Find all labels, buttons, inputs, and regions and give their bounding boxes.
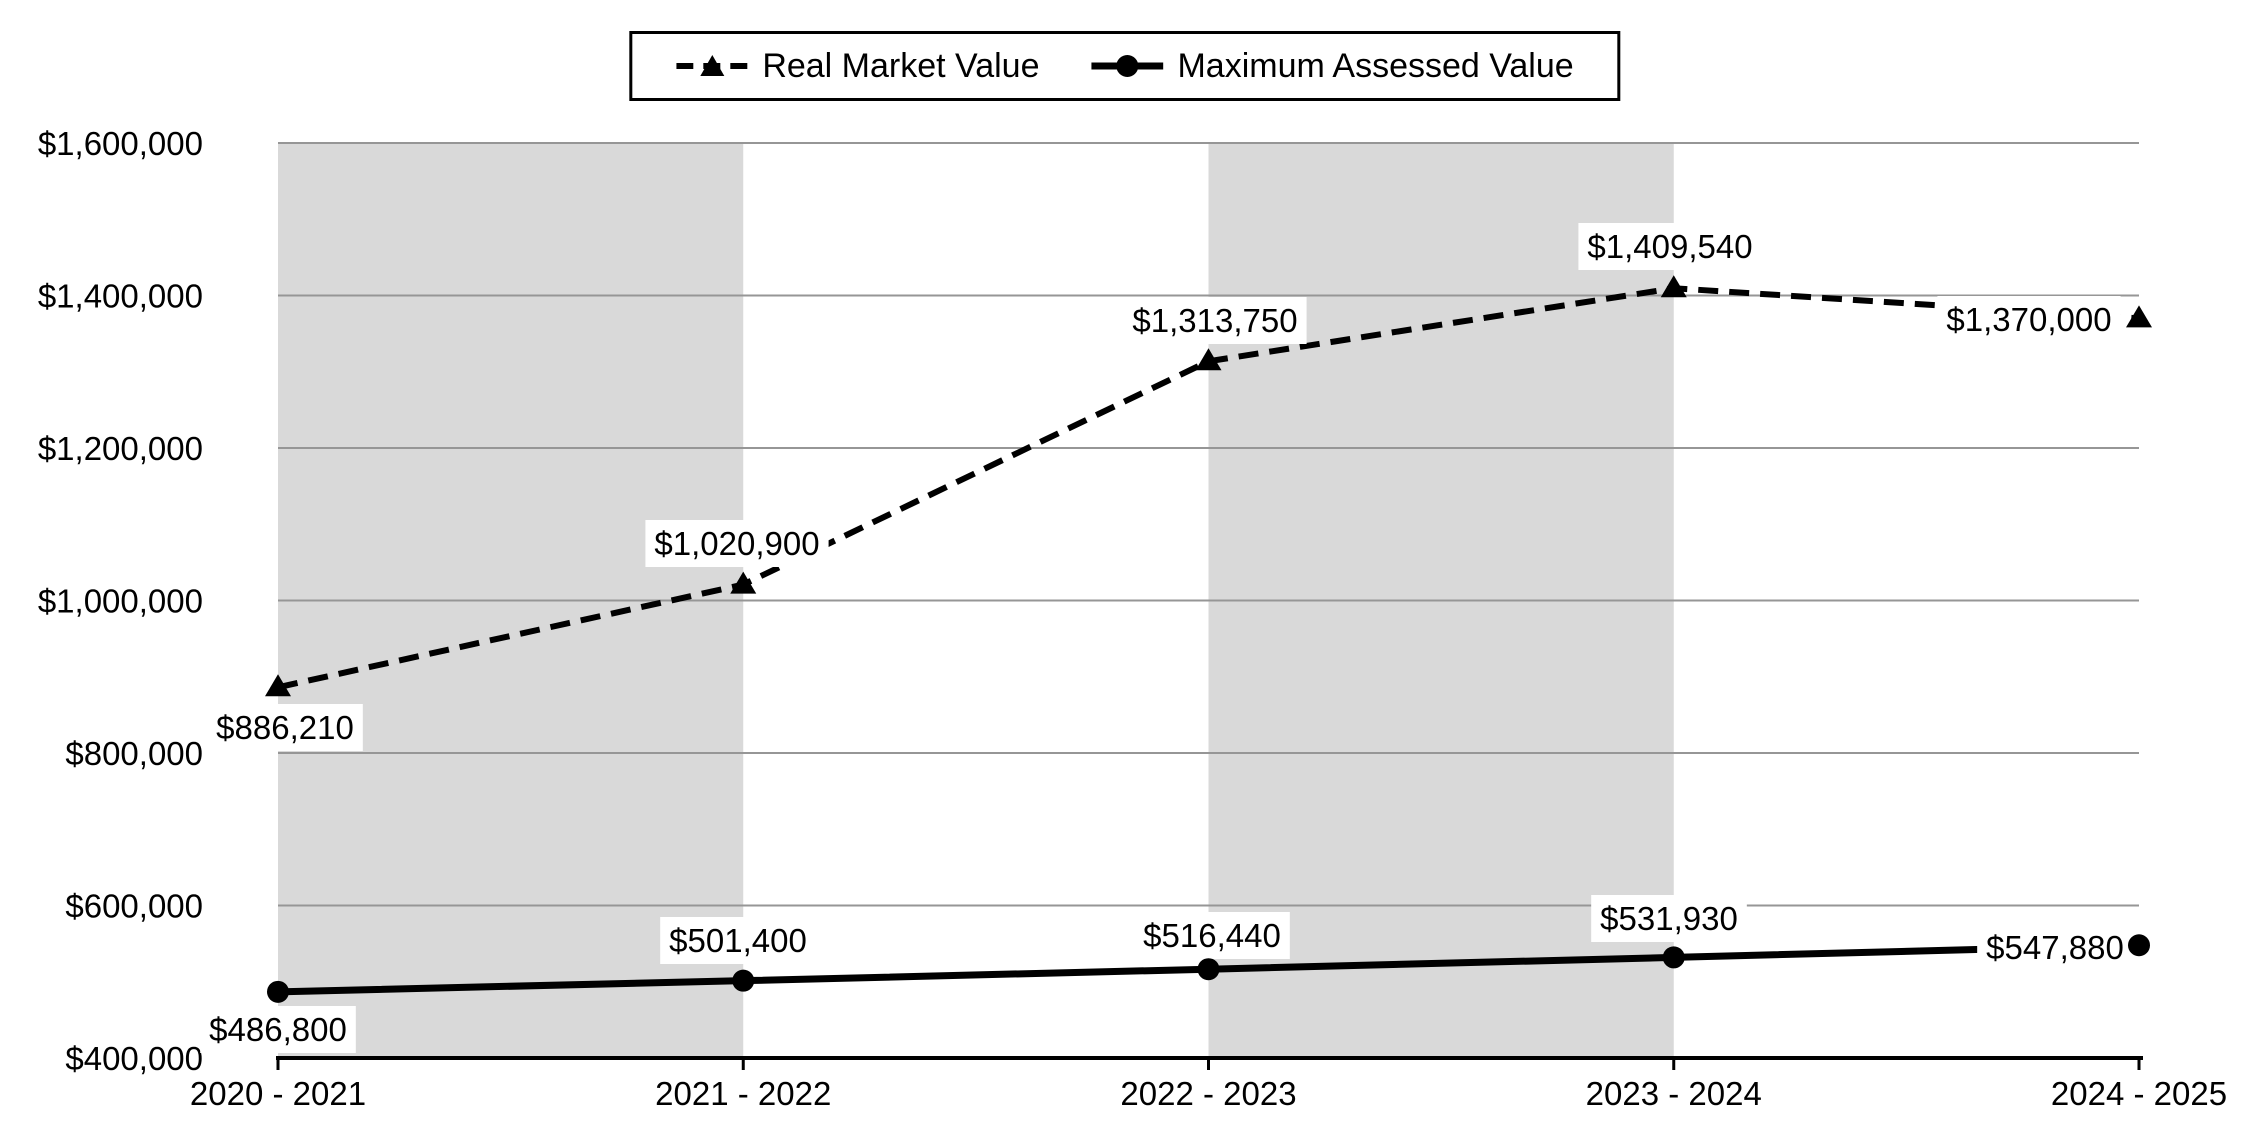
data-label-background xyxy=(207,704,363,751)
y-axis-label: $600,000 xyxy=(65,888,203,925)
data-label: $1,313,750 xyxy=(1132,302,1297,339)
circle-marker xyxy=(732,969,755,992)
legend-item-real-market-value: Real Market Value xyxy=(676,49,1039,83)
data-label-background xyxy=(1134,912,1290,959)
dashed-line-triangle-marker-icon xyxy=(676,55,749,76)
data-label-background xyxy=(660,917,816,964)
y-axis-label: $1,000,000 xyxy=(38,583,203,620)
triangle-marker xyxy=(265,674,291,697)
data-label: $501,400 xyxy=(669,922,807,959)
data-label: $1,370,000 xyxy=(1946,301,2111,338)
data-label: $1,020,900 xyxy=(654,525,819,562)
data-label-background xyxy=(1937,296,2121,343)
data-label-background xyxy=(200,1006,356,1053)
data-label-background xyxy=(1123,297,1307,344)
triangle-marker xyxy=(2126,305,2152,328)
x-axis-label: 2022 - 2023 xyxy=(1120,1075,1296,1112)
y-axis-label: $400,000 xyxy=(65,1040,203,1077)
data-label-background xyxy=(1591,895,1747,942)
data-label: $486,800 xyxy=(209,1011,347,1048)
y-axis-label: $1,600,000 xyxy=(38,125,203,162)
y-axis-label: $1,200,000 xyxy=(38,430,203,467)
data-label-background xyxy=(645,520,829,567)
circle-marker xyxy=(267,980,289,1003)
legend: Real Market Value Maximum Assessed Value xyxy=(629,31,1621,101)
legend-label-real-market-value: Real Market Value xyxy=(762,47,1040,85)
circle-marker xyxy=(1662,946,1685,969)
y-axis-label: $800,000 xyxy=(65,735,203,772)
circle-marker xyxy=(2128,934,2150,957)
legend-item-maximum-assessed-value: Maximum Assessed Value xyxy=(1091,47,1574,85)
data-label: $516,440 xyxy=(1143,917,1281,954)
triangle-marker xyxy=(730,571,757,594)
solid-line-circle-marker-icon xyxy=(1091,55,1164,77)
triangle-marker xyxy=(1195,348,1222,371)
data-label: $886,210 xyxy=(216,709,354,746)
data-label: $531,930 xyxy=(1600,900,1738,937)
x-axis-label: 2020 - 2021 xyxy=(190,1075,366,1112)
data-label: $547,880 xyxy=(1986,929,2124,966)
circle-marker xyxy=(1197,958,1220,981)
legend-label-maximum-assessed-value: Maximum Assessed Value xyxy=(1177,47,1574,85)
x-axis-label: 2024 - 2025 xyxy=(2051,1075,2227,1112)
data-label-background xyxy=(1977,924,2133,971)
y-axis-label: $1,400,000 xyxy=(38,278,203,315)
data-label: $1,409,540 xyxy=(1587,228,1752,265)
x-axis-label: 2021 - 2022 xyxy=(655,1075,831,1112)
triangle-marker xyxy=(1660,275,1687,298)
x-axis-label: 2023 - 2024 xyxy=(1586,1075,1762,1112)
data-label-background xyxy=(1578,223,1762,270)
